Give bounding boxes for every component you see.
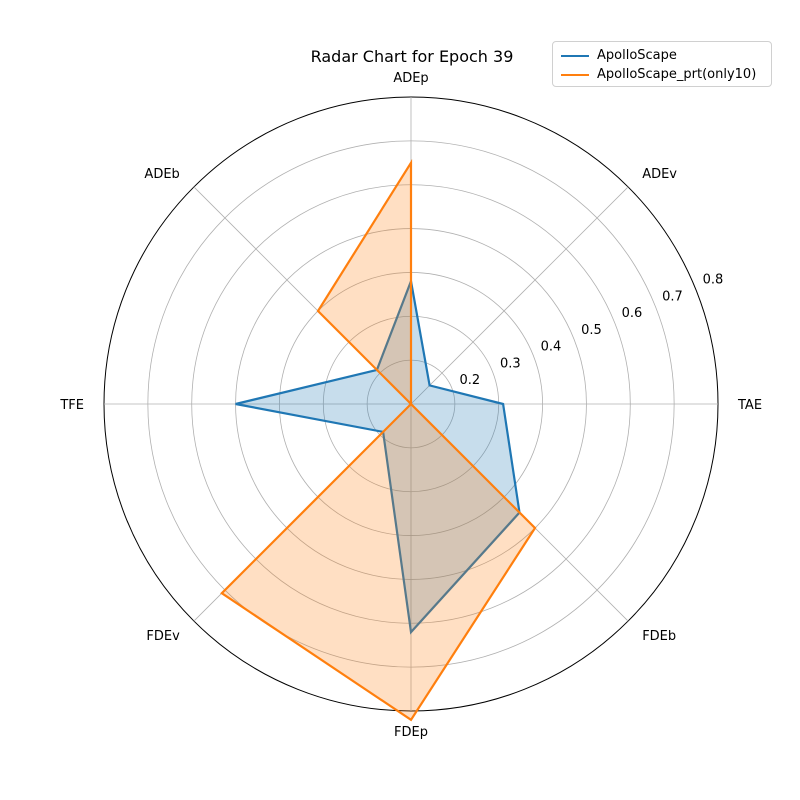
axis-label-adev: ADEv — [642, 167, 677, 182]
radial-tick-label: 0.8 — [703, 273, 724, 288]
axis-label-layer: TAE ADEv ADEp ADEb TFE FDEv FDEp FDEb — [59, 71, 762, 740]
radial-tick-label: 0.6 — [622, 306, 643, 321]
tick-layer: 0.2 0.3 0.4 0.5 0.6 0.7 0.8 — [460, 273, 724, 389]
series-layer — [220, 158, 537, 722]
chart-title: Radar Chart for Epoch 39 — [311, 47, 514, 66]
series-line-2 — [220, 158, 537, 722]
axis-label-adep: ADEp — [393, 71, 428, 86]
axis-label-fdeb: FDEb — [642, 629, 676, 644]
axis-label-tfe: TFE — [59, 398, 84, 413]
legend-label: ApolloScape — [597, 48, 677, 63]
radial-tick-label: 0.3 — [500, 356, 521, 371]
axis-label-adeb: ADEb — [144, 167, 179, 182]
axis-label-fdev: FDEv — [146, 629, 180, 644]
legend-item-2: ApolloScape_prt(only10) — [561, 65, 763, 84]
axis-label-fdep: FDEp — [394, 725, 428, 740]
series-area-2 — [221, 162, 536, 720]
legend: ApolloScape ApolloScape_prt(only10) — [552, 41, 772, 87]
axis-label-tae: TAE — [737, 398, 762, 413]
series-line-1 — [235, 277, 521, 635]
radial-tick-label: 0.7 — [662, 289, 683, 304]
radial-tick-label: 0.4 — [541, 340, 562, 355]
legend-item-1: ApolloScape — [561, 46, 763, 65]
legend-swatch — [561, 73, 589, 76]
grid-spoke — [410, 186, 629, 405]
radial-tick-label: 0.2 — [460, 373, 481, 388]
legend-label: ApolloScape_prt(only10) — [597, 67, 757, 82]
series-area-1 — [235, 281, 520, 633]
radial-tick-label: 0.5 — [581, 323, 602, 338]
legend-swatch — [561, 54, 589, 57]
